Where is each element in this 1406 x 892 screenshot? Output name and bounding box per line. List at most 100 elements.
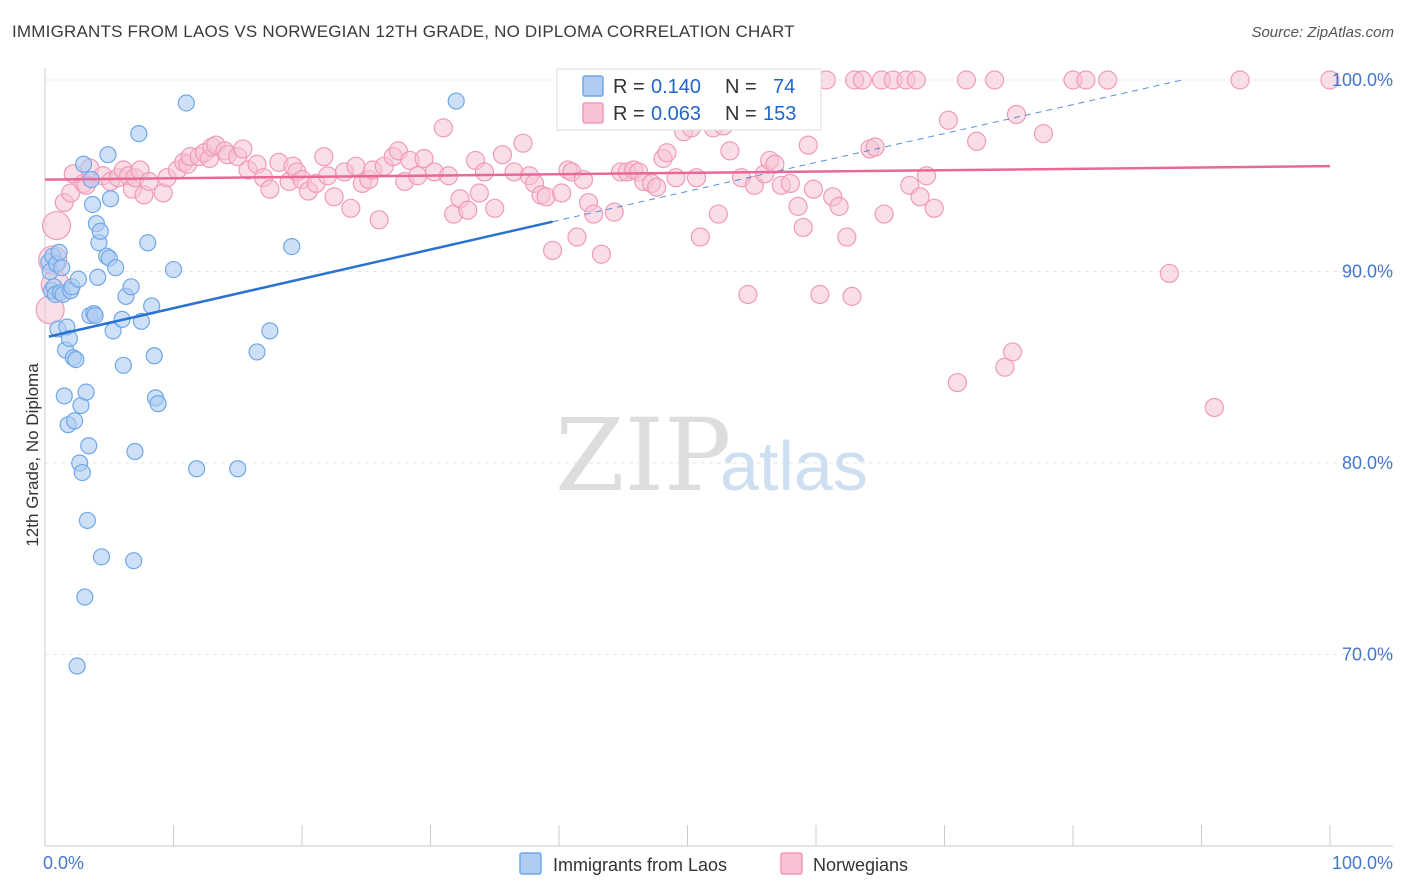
norwegians-point <box>647 177 667 197</box>
norwegians-point <box>956 70 976 90</box>
norwegians-point <box>474 162 495 182</box>
norwegians-point <box>995 357 1015 377</box>
norwegians-point <box>910 187 930 207</box>
legend-swatch-laos <box>582 75 604 97</box>
laos-point <box>248 343 266 361</box>
norwegians-point <box>139 171 159 192</box>
laos-point <box>69 270 88 288</box>
laos-point <box>188 460 206 478</box>
norwegians-point <box>341 198 361 218</box>
norwegians-point <box>469 183 489 203</box>
laos-point <box>261 322 279 340</box>
watermark-zip: ZIP <box>555 397 731 514</box>
laos-point <box>99 146 117 164</box>
norwegians-point <box>985 70 1005 90</box>
laos-point <box>125 552 143 570</box>
norwegians-point <box>865 137 885 157</box>
trend-lines <box>44 79 1331 338</box>
norwegians-point <box>1033 124 1054 144</box>
norwegians-point <box>346 156 366 176</box>
laos-trend-line <box>48 220 553 338</box>
norwegians-point <box>1204 397 1224 418</box>
norwegians-point <box>803 179 824 199</box>
norwegians-point <box>967 131 987 151</box>
norwegians-points <box>35 70 1340 418</box>
norwegians-point <box>666 168 686 188</box>
legend-r-label-laos: R = <box>613 76 645 98</box>
laos-point <box>101 190 120 208</box>
norwegians-point <box>414 148 434 169</box>
norwegians-point <box>690 227 710 247</box>
norwegians-point <box>686 168 707 188</box>
chart-source: Source: ZipAtlas.com <box>1251 24 1394 41</box>
bottom-legend-swatch-norwegians <box>780 852 803 875</box>
x-tick-label: 0.0% <box>43 853 84 873</box>
laos-point <box>164 260 183 279</box>
norwegians-point <box>829 196 849 216</box>
laos-point <box>77 383 95 401</box>
norwegians-point <box>1098 70 1118 90</box>
norwegians-point <box>433 118 453 138</box>
x-tick-label: 100.0% <box>1332 853 1393 873</box>
norwegians-point <box>1320 70 1340 90</box>
laos-point <box>60 329 79 348</box>
laos-point <box>86 306 104 325</box>
laos-point <box>229 460 247 478</box>
laos-point <box>447 92 465 110</box>
bottom-legend: Immigrants from Laos Norwegians <box>519 852 908 875</box>
legend-n-label-norwegians: N = <box>725 103 757 125</box>
laos-point <box>91 222 109 240</box>
legend-n-label-laos: N = <box>725 76 757 98</box>
norwegians-point <box>1076 70 1096 90</box>
laos-point <box>83 195 102 214</box>
norwegians-point <box>260 179 280 199</box>
norwegians-point <box>551 183 572 203</box>
norwegians-point <box>874 204 894 224</box>
norwegians-point <box>604 202 624 222</box>
legend-r-value-laos: 0.140 <box>651 76 701 98</box>
bottom-legend-swatch-laos <box>519 852 542 875</box>
watermark-atlas: atlas <box>720 427 868 505</box>
norwegians-point <box>1003 342 1023 362</box>
legend-r-label-norwegians: R = <box>613 103 645 125</box>
y-tick-label: 80.0% <box>1342 453 1393 473</box>
laos-point <box>126 442 144 461</box>
norwegians-point <box>780 173 800 194</box>
y-tick-label: 70.0% <box>1342 645 1393 665</box>
norwegians-point <box>369 210 389 230</box>
norwegians-point <box>314 147 334 167</box>
laos-point <box>65 412 84 430</box>
norwegians-point <box>947 372 967 393</box>
norwegians-point <box>61 183 81 203</box>
norwegians-point <box>708 204 728 224</box>
norwegians-point <box>798 135 818 155</box>
laos-point <box>107 259 125 277</box>
norwegians-point <box>458 200 478 220</box>
legend-n-value-laos: 74 <box>773 76 795 98</box>
laos-point <box>74 155 93 173</box>
legend-r-value-norwegians: 0.063 <box>651 103 701 125</box>
laos-point <box>55 387 73 405</box>
axes <box>44 68 1393 847</box>
laos-point <box>149 395 167 413</box>
norwegians-trend-line <box>44 164 1331 181</box>
laos-point <box>92 548 111 566</box>
y-tick-labels: 70.0% 80.0% 90.0% 100.0% <box>1332 70 1393 665</box>
norwegians-point <box>513 133 533 153</box>
laos-point <box>53 259 71 277</box>
laos-point <box>80 437 98 455</box>
norwegians-point <box>485 198 505 218</box>
norwegians-point <box>492 145 513 165</box>
laos-point <box>76 588 94 606</box>
norwegians-point <box>720 141 740 161</box>
laos-point <box>139 234 157 252</box>
chart-title: IMMIGRANTS FROM LAOS VS NORWEGIAN 12TH G… <box>12 22 795 41</box>
norwegians-point <box>1006 104 1027 125</box>
laos-trend-extension <box>552 79 1183 223</box>
norwegians-point <box>924 198 944 218</box>
laos-point <box>177 94 195 112</box>
legend-box: R = 0.140 N = 74 R = 0.063 N = 153 <box>556 68 822 131</box>
laos-point <box>89 268 107 286</box>
laos-point <box>73 463 91 482</box>
